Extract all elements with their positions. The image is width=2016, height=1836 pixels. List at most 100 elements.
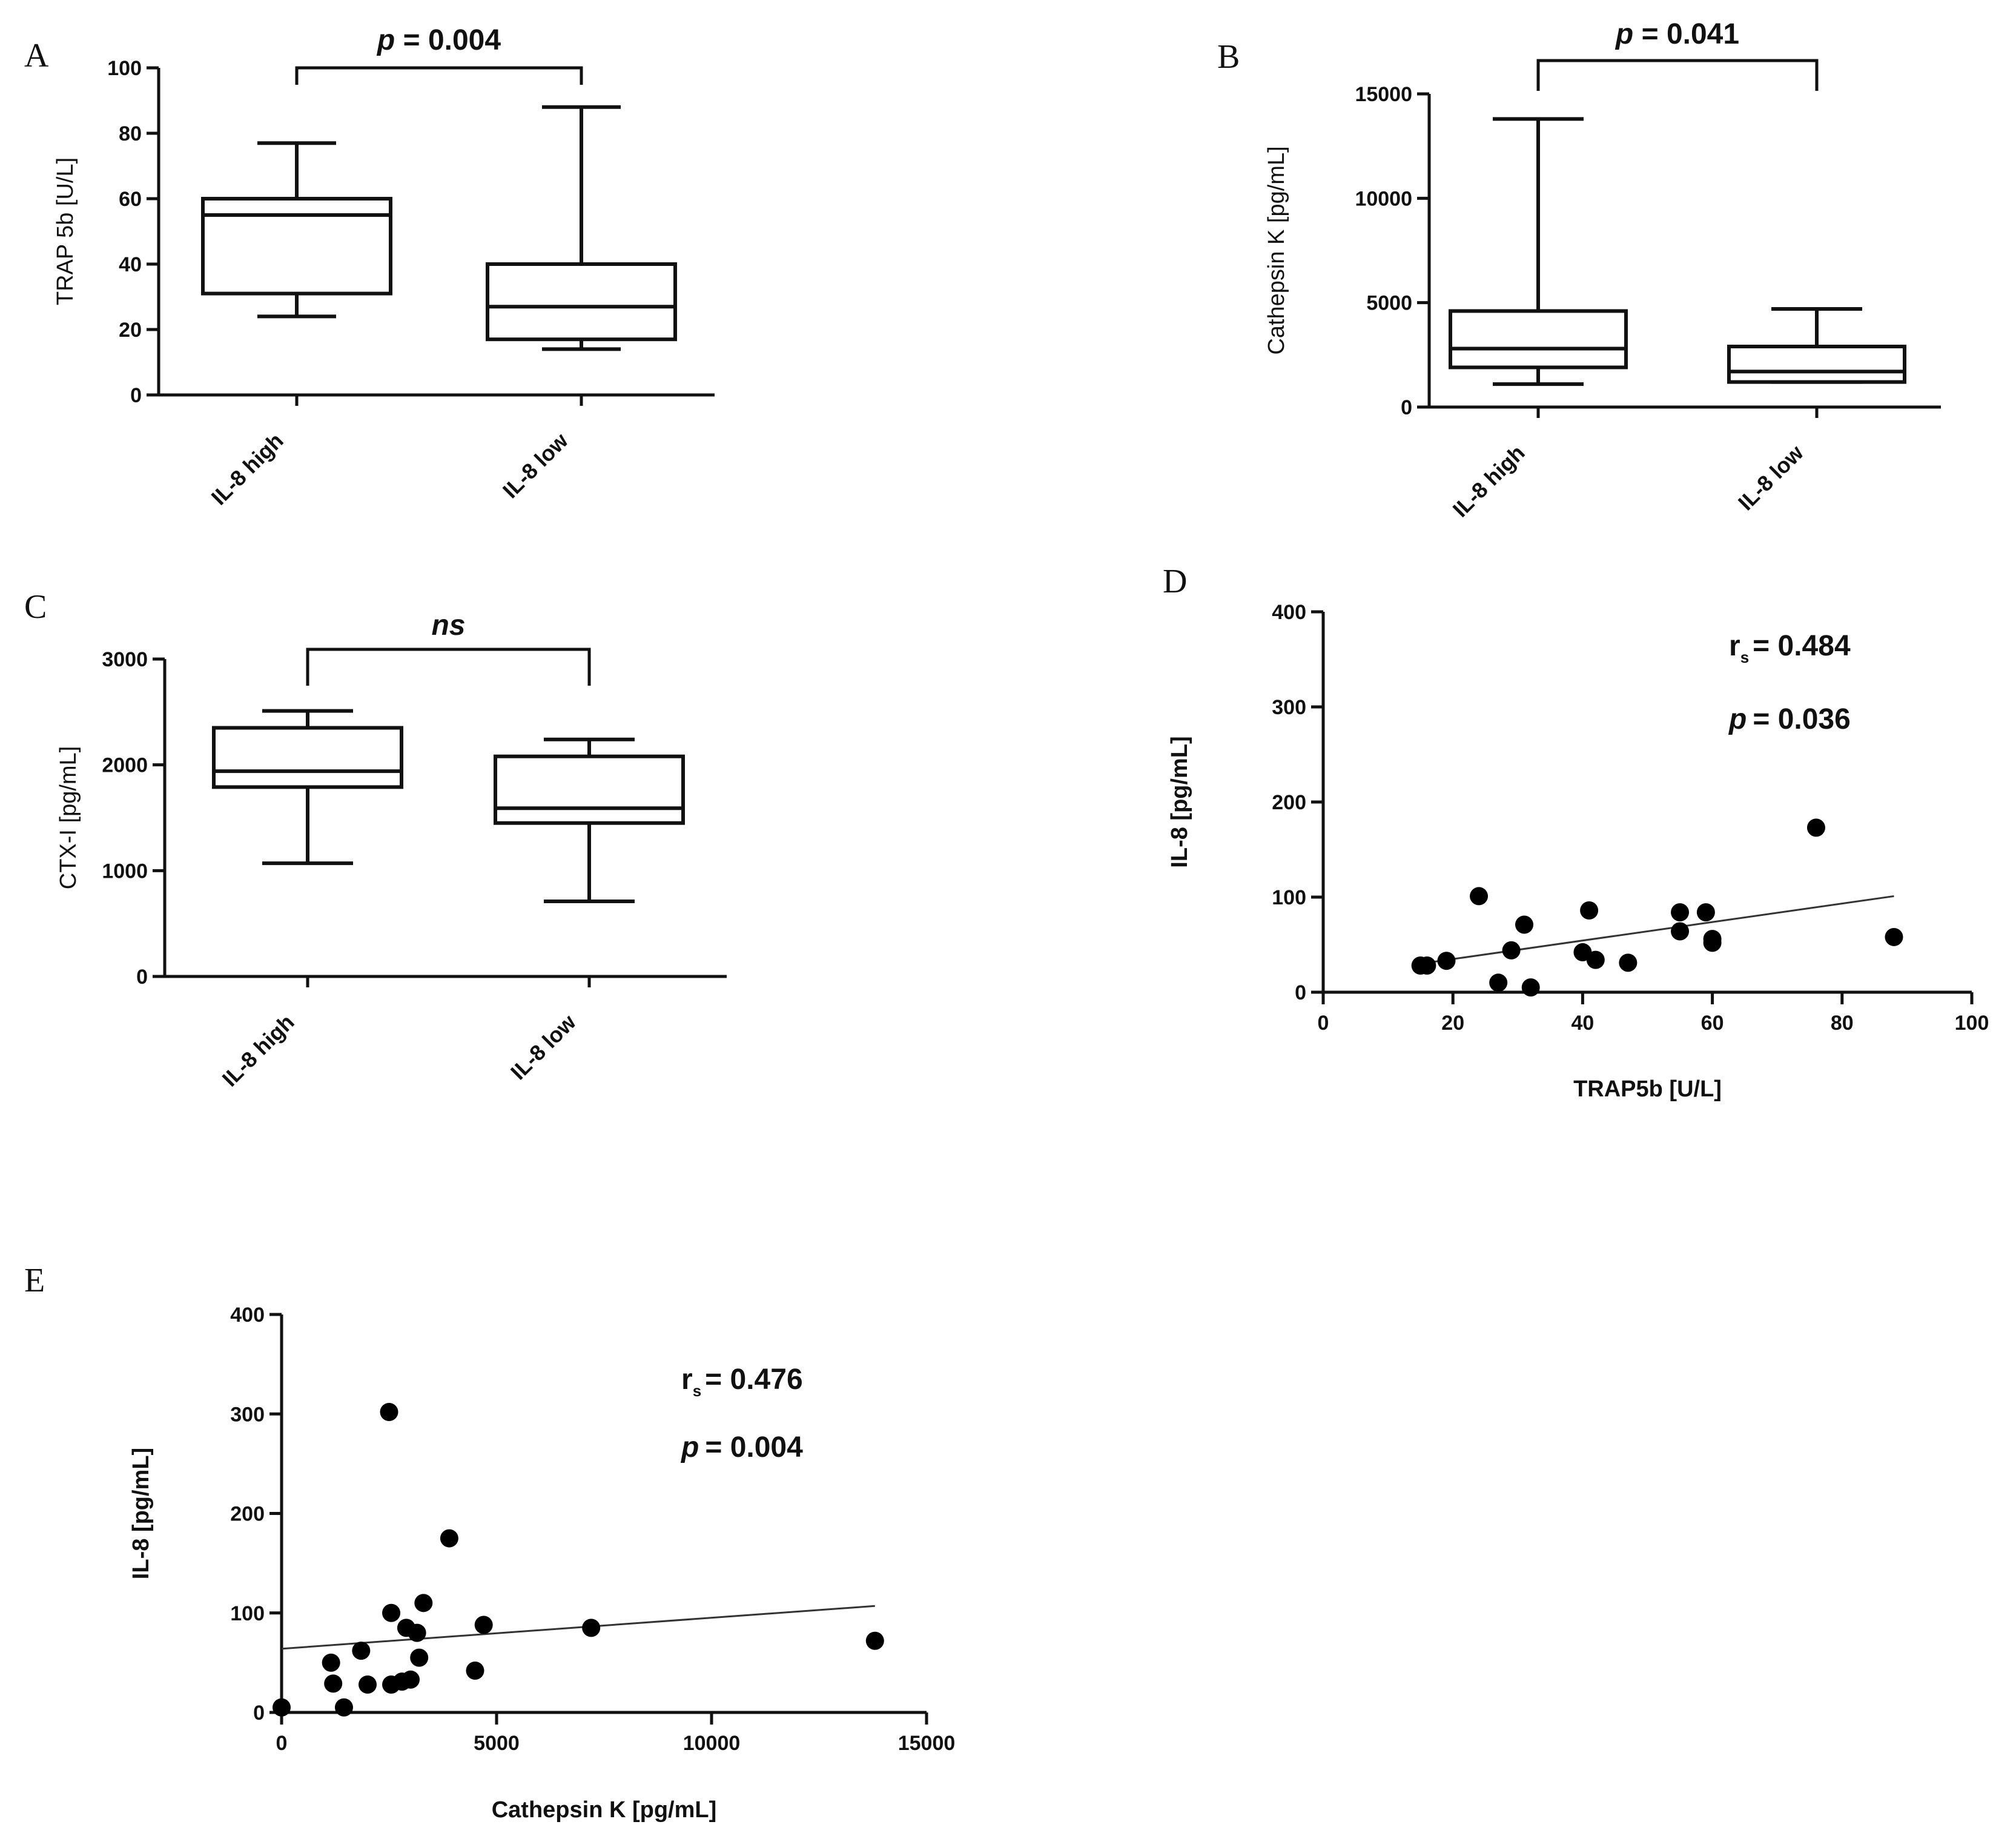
panel-a-significance-bracket [295,66,583,85]
panel-d-stat-r-sub: s [1740,648,1749,666]
panel-c-category-label-0: IL-8 high [217,1010,299,1092]
panel-e-x-tick-label-1: 5000 [474,1732,520,1755]
panel-d-y-title: IL-8 [pg/mL] [1167,736,1192,867]
panel-e-y-tick-label-3: 300 [230,1403,265,1426]
panel-a-y-tick-label-3: 60 [119,188,142,211]
panel-d-x-tick-label-2: 40 [1571,1012,1594,1035]
panel-b-significance-bracket [1536,59,1819,91]
panel-e-point-14 [414,1594,433,1612]
panel-e-point-3 [334,1698,353,1717]
panel-c-significance-bracket [306,648,591,686]
panel-e-y-title: IL-8 [pg/mL] [128,1448,154,1579]
panel-a-box-1 [486,105,677,351]
panel-d-stat-r-value: = 0.484 [1753,630,1851,662]
panel-a-significance-p: p [376,24,395,56]
panel-d-point-14 [1696,903,1715,922]
panel-c-y-title: CTX-I [pg/mL] [56,746,81,890]
panel-c-iqr-box-1 [494,754,685,825]
panel-e-y-tick-label-2: 200 [230,1503,265,1526]
panel-a-y-tick-label-2: 40 [119,253,142,276]
panel-e: E 0 100 200 300 400 0 5000 10000 15000 Cathepsin K… [24,1262,955,1823]
panel-a-significance-label: p = 0.004 [376,24,501,56]
panel-e-point-19 [865,1631,884,1650]
panel-d-y-tick-label-3: 300 [1272,696,1306,719]
panel-e-point-1 [322,1653,340,1672]
panel-e-point-12 [408,1623,426,1642]
panel-d-point-9 [1580,901,1599,920]
panel-e-point-13 [410,1648,429,1667]
panel-d-point-16 [1703,930,1722,949]
panel-d-point-4 [1489,973,1508,992]
panel-a-y-tick-label-4: 80 [119,122,142,145]
panel-c-y-tick-label-2: 2000 [102,754,148,777]
panel-d-letter: D [1163,563,1187,600]
panel-d-y-tick-label-4: 400 [1272,601,1306,624]
panel-b-category-label-0: IL-8 high [1448,440,1530,522]
panel-d-point-18 [1885,927,1903,946]
panel-c-letter: C [24,588,47,626]
panel-e-stat-p: p = 0.004 [680,1431,803,1463]
panel-a-significance-value: = 0.004 [395,24,501,56]
panel-a-iqr-box-1 [486,262,677,342]
panel-e-letter: E [24,1262,45,1299]
panel-d-point-1 [1418,956,1436,975]
panel-e-point-2 [324,1674,343,1693]
panel-b-y-tick-label-3: 15000 [1355,83,1412,106]
panel-e-stat-p-value: = 0.004 [705,1431,803,1463]
panel-b-y-tick-label-1: 5000 [1366,292,1412,315]
panel-e-stat-r-sub: s [693,1382,701,1400]
panel-d-y-tick-label-0: 0 [1295,981,1306,1004]
panel-c-significance-label: ns [431,609,465,641]
panel-c-y-tick-label-0: 0 [136,966,148,989]
panel-e-point-16 [466,1662,484,1680]
panel-b-box-0 [1449,117,1628,386]
panel-e-y-tick-label-4: 400 [230,1304,265,1327]
panel-d-y-tick-label-2: 200 [1272,791,1306,814]
panel-a-letter: A [24,37,49,75]
panel-e-point-11 [402,1670,420,1689]
panel-d-stat-p: p = 0.036 [1728,703,1851,735]
panel-c-y-tick-label-3: 3000 [102,648,148,671]
panel-a-iqr-box-0 [201,197,392,296]
panel-e-stat-r: rs = 0.476 [681,1364,803,1400]
panel-d-point-10 [1586,950,1605,969]
panel-d-y-tick-label-1: 100 [1272,886,1306,909]
panel-d: D 0 100 200 300 400 0 20 40 60 80 100 TRAP5b [U/L] IL… [1163,563,1989,1102]
panel-c-y-tick-label-1: 1000 [102,860,148,883]
panel-d-point-5 [1502,941,1521,959]
panel-b-y-tick-label-2: 10000 [1355,187,1412,210]
panel-d-regression-line [1420,895,1894,965]
panel-b-box-1 [1727,307,1906,384]
panel-d-x-tick-label-1: 20 [1441,1012,1464,1035]
panel-a: A 0 20 40 60 80 100 TRAP 5b [U/L] IL-8 high IL-8 … [24,24,715,510]
panel-c: C 0 1000 2000 3000 CTX-I [pg/mL] IL-8 high IL-8… [24,588,727,1092]
panel-e-point-5 [359,1675,377,1694]
panel-b-iqr-box-0 [1449,309,1628,370]
panel-c-iqr-box-0 [212,726,403,789]
panel-e-point-17 [474,1616,493,1634]
panel-b-significance-p: p [1614,18,1633,50]
panel-e-x-tick-label-0: 0 [276,1732,288,1755]
panel-d-stat-r: rs = 0.484 [1729,630,1851,666]
panel-b-category-label-1: IL-8 low [1733,440,1808,515]
panel-a-category-label-1: IL-8 low [498,428,573,503]
panel-e-y-tick-label-1: 100 [230,1602,265,1625]
panel-b-significance-value: = 0.041 [1633,18,1739,50]
panel-b-y-tick-label-0: 0 [1401,396,1412,419]
panel-b: B 0 5000 10000 15000 Cathepsin K [pg/mL] IL-8 … [1217,18,1941,522]
panel-d-point-17 [1806,818,1825,837]
panel-e-x-tick-label-2: 10000 [683,1732,741,1755]
panel-e-point-0 [273,1698,291,1717]
panel-e-point-4 [352,1642,371,1660]
panel-a-box-0 [201,141,392,319]
panel-e-regression-line [281,1605,875,1650]
panel-d-x-tick-label-5: 100 [1955,1012,1989,1035]
panel-e-y-tick-label-0: 0 [253,1702,265,1725]
panel-e-point-7 [382,1603,401,1622]
panel-e-point-15 [440,1529,458,1548]
panel-d-stat-p-value: = 0.036 [1753,703,1850,735]
panel-b-iqr-box-1 [1727,345,1906,384]
panel-d-point-13 [1671,903,1690,922]
panel-e-stat-p-symbol: p [680,1431,699,1463]
